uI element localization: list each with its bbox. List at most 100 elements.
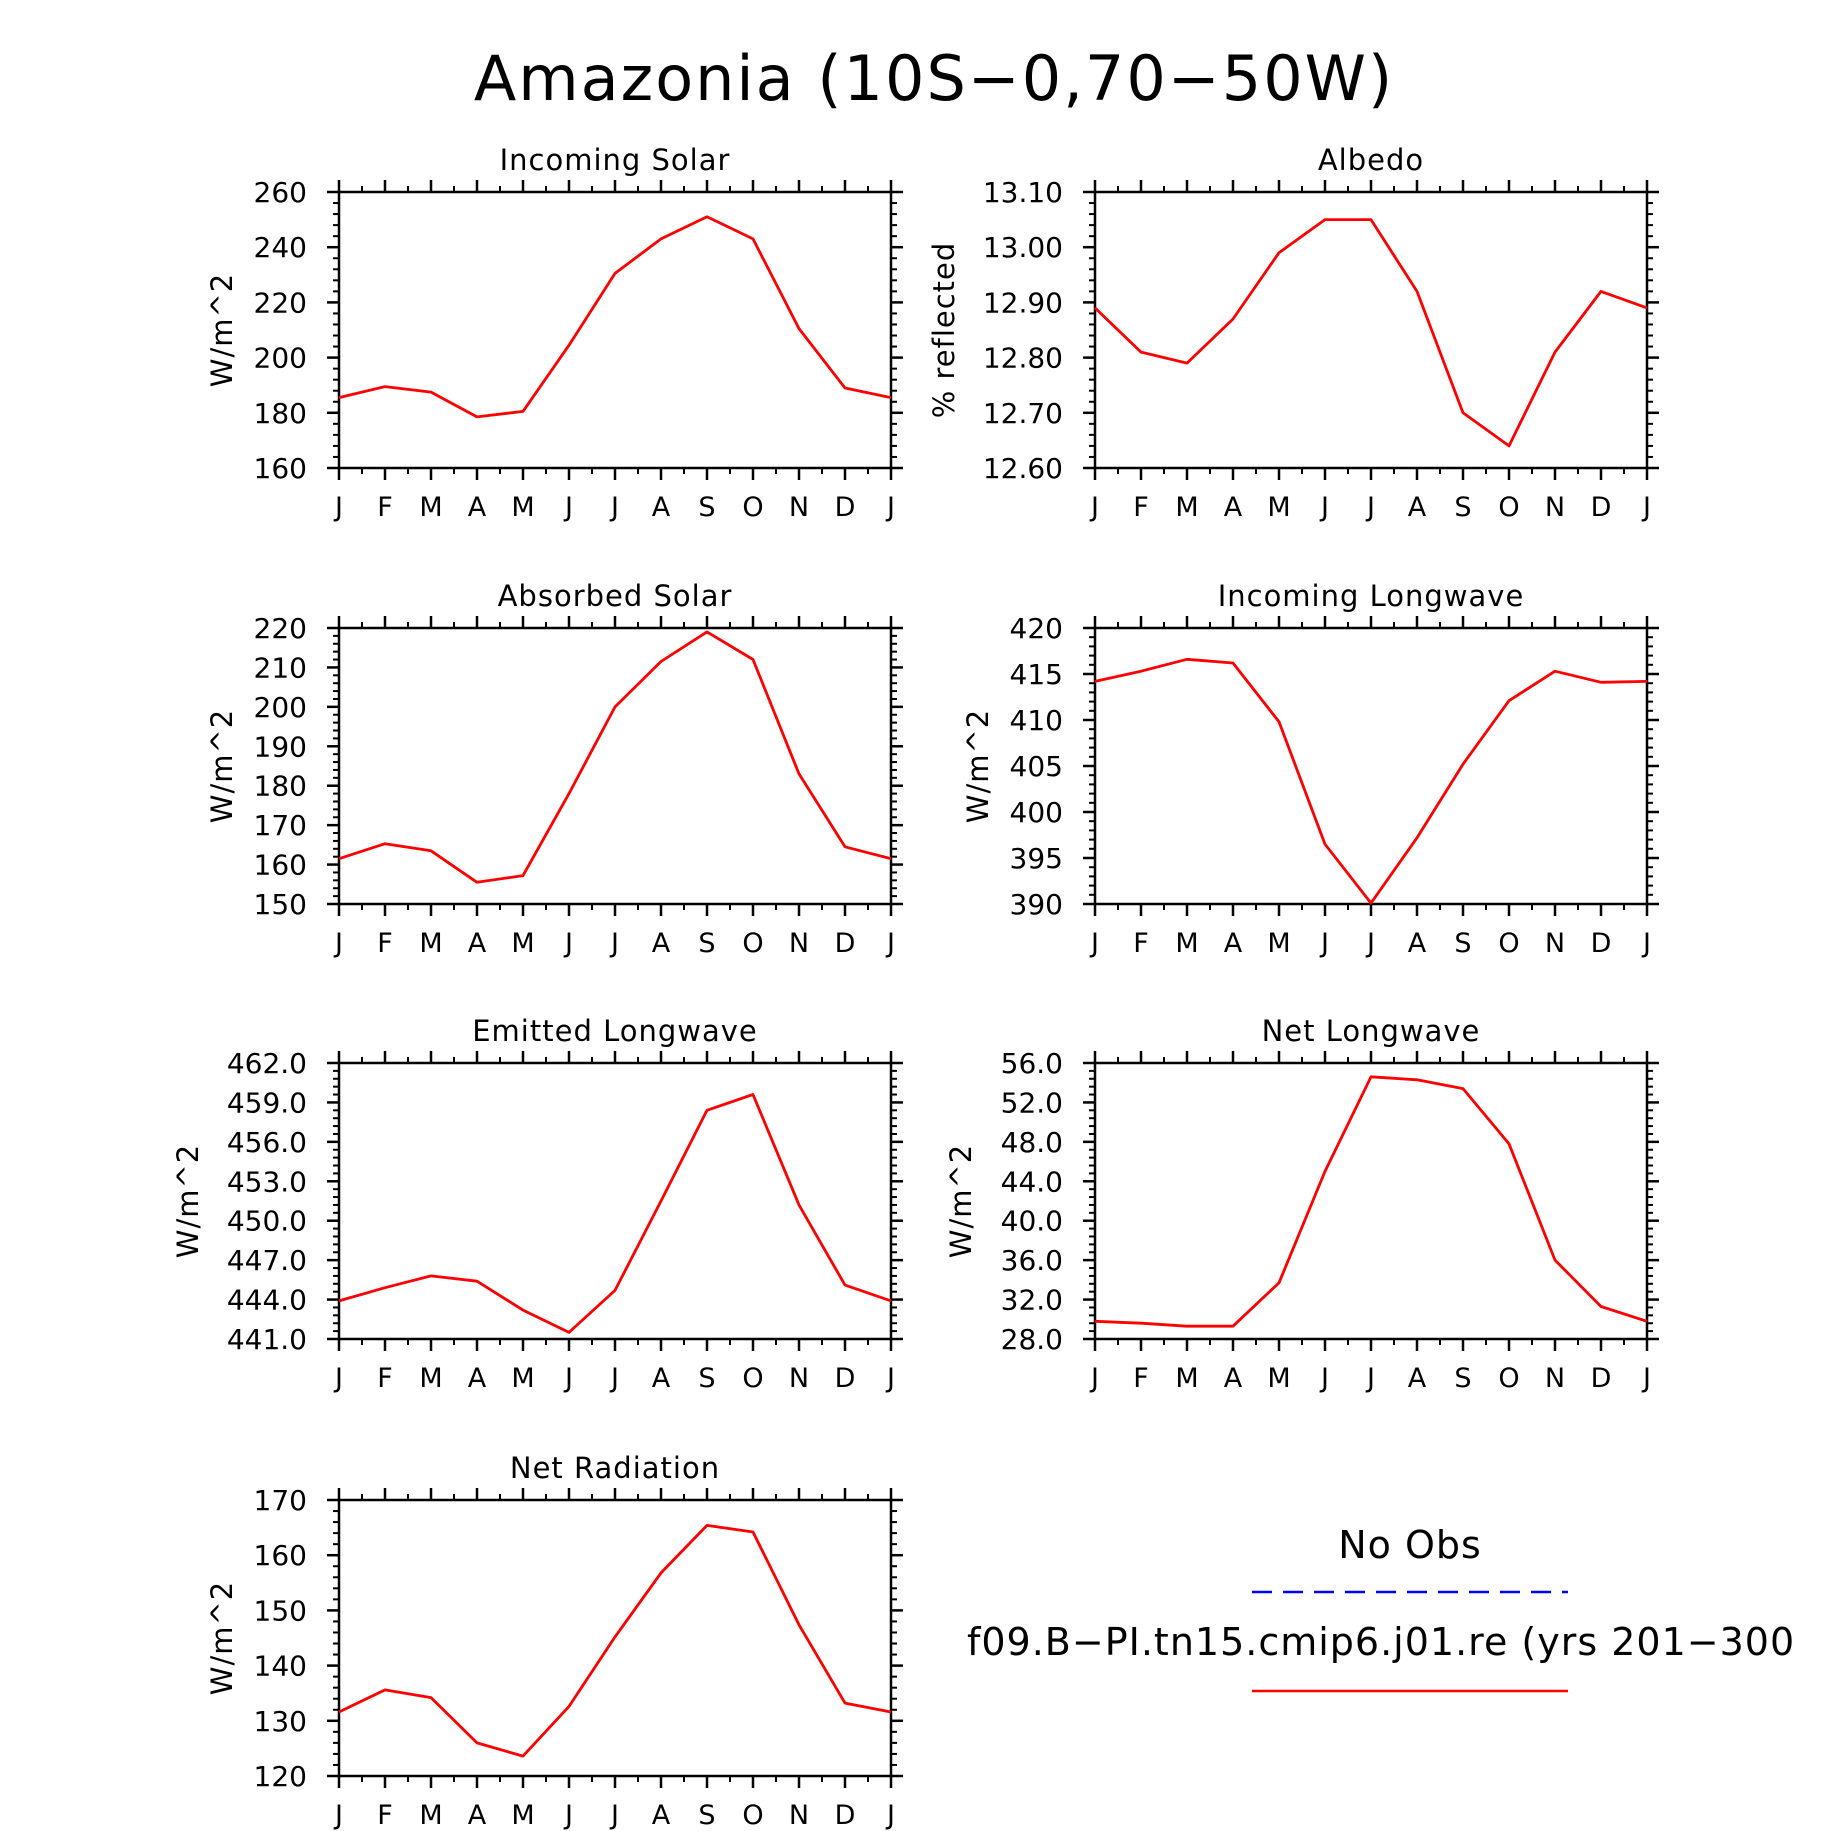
x-tick-label: O bbox=[1498, 1363, 1519, 1394]
y-tick-label: 52.0 bbox=[1001, 1086, 1063, 1119]
x-tick-label: J bbox=[333, 1363, 343, 1394]
x-tick-label: F bbox=[1133, 928, 1149, 959]
x-tick-label: J bbox=[609, 1800, 619, 1831]
y-tick-label: 420 bbox=[1010, 612, 1063, 645]
x-tick-label: M bbox=[1175, 492, 1198, 523]
y-tick-label: 180 bbox=[254, 770, 307, 803]
x-tick-label: M bbox=[419, 928, 442, 959]
x-tick-label: D bbox=[1591, 928, 1612, 959]
panel-title: Incoming Longwave bbox=[1218, 579, 1525, 613]
x-tick-label: D bbox=[1591, 1363, 1612, 1394]
panel-title: Albedo bbox=[1318, 143, 1424, 177]
x-tick-label: A bbox=[468, 928, 487, 959]
x-tick-label: N bbox=[789, 1800, 809, 1831]
x-tick-label: J bbox=[1089, 1363, 1099, 1394]
x-tick-label: A bbox=[1408, 928, 1427, 959]
y-tick-label: 210 bbox=[254, 651, 307, 684]
x-tick-label: F bbox=[1133, 492, 1149, 523]
x-tick-label: J bbox=[563, 1363, 573, 1394]
x-tick-label: M bbox=[511, 1800, 534, 1831]
y-axis-label: W/m^2 bbox=[961, 709, 995, 823]
y-tick-label: 240 bbox=[254, 231, 307, 264]
x-tick-label: D bbox=[835, 1363, 856, 1394]
panel-incoming-longwave: J F M A M J J A S O N D J390395400405410415420Incomi… bbox=[961, 579, 1659, 959]
y-tick-label: 160 bbox=[254, 452, 307, 485]
y-axis-label: % reflected bbox=[927, 242, 961, 419]
x-tick-label: J bbox=[885, 492, 895, 523]
y-tick-label: 180 bbox=[254, 397, 307, 430]
plot-frame bbox=[337, 1061, 893, 1341]
y-tick-label: 459.0 bbox=[227, 1086, 307, 1119]
x-tick-label: J bbox=[1365, 1363, 1375, 1394]
y-tick-label: 48.0 bbox=[1001, 1126, 1063, 1159]
x-tick-label: D bbox=[835, 1800, 856, 1831]
x-tick-label: A bbox=[1224, 928, 1243, 959]
y-tick-label: 447.0 bbox=[227, 1244, 307, 1277]
panel-incoming-solar: J F M A M J J A S O N D J160180200220240260Incoming … bbox=[205, 143, 903, 523]
x-tick-label: D bbox=[835, 928, 856, 959]
x-tick-label: M bbox=[1267, 492, 1290, 523]
x-tick-label: M bbox=[1267, 1363, 1290, 1394]
x-tick-label: O bbox=[742, 928, 763, 959]
y-tick-label: 44.0 bbox=[1001, 1165, 1063, 1198]
panel-title: Net Longwave bbox=[1262, 1014, 1481, 1048]
y-tick-label: 260 bbox=[254, 176, 307, 209]
y-axis-label: W/m^2 bbox=[205, 1581, 239, 1695]
x-tick-label: N bbox=[789, 928, 809, 959]
x-tick-label: A bbox=[652, 1800, 671, 1831]
x-tick-label: J bbox=[1319, 1363, 1329, 1394]
x-tick-label: J bbox=[333, 1800, 343, 1831]
plot-frame bbox=[1093, 626, 1649, 906]
x-tick-label: M bbox=[511, 1363, 534, 1394]
y-tick-label: 190 bbox=[254, 730, 307, 763]
x-tick-label: S bbox=[698, 492, 715, 523]
x-tick-label: A bbox=[652, 928, 671, 959]
y-tick-label: 56.0 bbox=[1001, 1047, 1063, 1080]
y-tick-label: 450.0 bbox=[227, 1205, 307, 1238]
x-tick-label: O bbox=[742, 1800, 763, 1831]
x-tick-label: M bbox=[419, 1363, 442, 1394]
x-tick-label: J bbox=[333, 928, 343, 959]
y-tick-label: 12.70 bbox=[983, 397, 1063, 430]
series-line bbox=[1094, 657, 1648, 905]
x-tick-label: J bbox=[333, 492, 343, 523]
panel-title: Net Radiation bbox=[510, 1451, 720, 1485]
x-tick-label: A bbox=[652, 1363, 671, 1394]
x-tick-label: J bbox=[1319, 492, 1329, 523]
x-tick-label: M bbox=[419, 492, 442, 523]
y-tick-label: 456.0 bbox=[227, 1126, 307, 1159]
x-tick-label: N bbox=[789, 1363, 809, 1394]
y-tick-label: 200 bbox=[254, 342, 307, 375]
legend-label-obs: No Obs bbox=[1338, 1523, 1482, 1567]
x-tick-label: S bbox=[698, 1363, 715, 1394]
plot-frame bbox=[1093, 1061, 1649, 1341]
y-tick-label: 390 bbox=[1010, 888, 1063, 921]
x-tick-label: J bbox=[563, 1800, 573, 1831]
x-tick-label: J bbox=[609, 928, 619, 959]
x-tick-label: A bbox=[1224, 492, 1243, 523]
y-tick-label: 150 bbox=[254, 1594, 307, 1627]
x-tick-label: M bbox=[511, 492, 534, 523]
y-tick-label: 32.0 bbox=[1001, 1284, 1063, 1317]
x-tick-label: F bbox=[377, 492, 393, 523]
y-tick-label: 150 bbox=[254, 888, 307, 921]
panel-title: Absorbed Solar bbox=[498, 579, 733, 613]
y-tick-label: 220 bbox=[254, 612, 307, 645]
x-tick-label: N bbox=[1545, 1363, 1565, 1394]
series-line bbox=[338, 215, 892, 419]
y-tick-label: 200 bbox=[254, 691, 307, 724]
x-tick-label: A bbox=[468, 492, 487, 523]
x-tick-label: J bbox=[1089, 928, 1099, 959]
y-tick-label: 12.80 bbox=[983, 342, 1063, 375]
x-tick-label: J bbox=[1089, 492, 1099, 523]
x-tick-label: A bbox=[1224, 1363, 1243, 1394]
y-tick-label: 415 bbox=[1010, 658, 1063, 691]
x-tick-label: O bbox=[742, 1363, 763, 1394]
series-line bbox=[338, 1093, 892, 1334]
panel-title: Incoming Solar bbox=[500, 143, 731, 177]
x-tick-label: A bbox=[468, 1363, 487, 1394]
plot-frame bbox=[337, 626, 893, 906]
y-tick-label: 40.0 bbox=[1001, 1205, 1063, 1238]
series-line bbox=[1094, 218, 1648, 448]
y-tick-label: 13.00 bbox=[983, 231, 1063, 264]
